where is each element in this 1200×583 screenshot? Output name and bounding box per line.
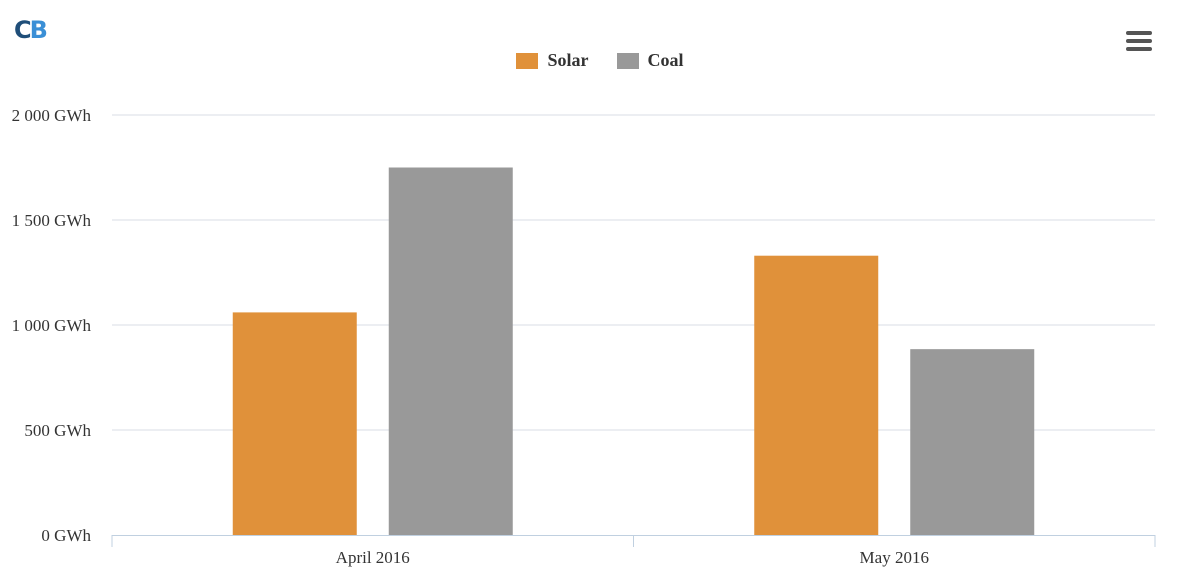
bar-coal xyxy=(910,349,1035,535)
bar-solar xyxy=(754,255,879,535)
legend-swatch-coal xyxy=(616,52,639,69)
x-tick-label: April 2016 xyxy=(336,548,410,567)
y-tick-label: 2 000 GWh xyxy=(12,106,92,125)
legend-item-solar[interactable]: Solar xyxy=(516,50,589,71)
bar-coal xyxy=(388,167,513,535)
legend: Solar Coal xyxy=(0,50,1200,71)
y-tick-label: 1 000 GWh xyxy=(12,316,92,335)
y-tick-label: 0 GWh xyxy=(41,526,91,545)
y-tick-label: 1 500 GWh xyxy=(12,211,92,230)
legend-label-solar: Solar xyxy=(547,50,589,70)
x-tick-label: May 2016 xyxy=(860,548,929,567)
legend-swatch-solar xyxy=(516,52,539,69)
bar-solar xyxy=(232,312,357,535)
legend-item-coal[interactable]: Coal xyxy=(616,50,684,71)
y-tick-label: 500 GWh xyxy=(24,421,91,440)
logo: CB xyxy=(14,16,48,44)
legend-label-coal: Coal xyxy=(647,50,684,70)
hamburger-menu-icon[interactable] xyxy=(1126,31,1152,51)
